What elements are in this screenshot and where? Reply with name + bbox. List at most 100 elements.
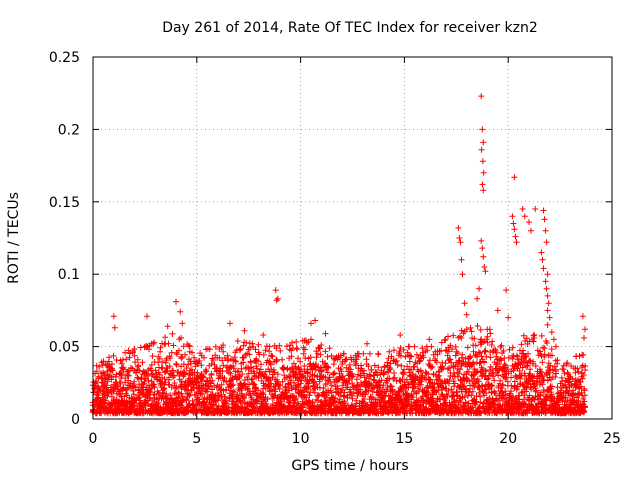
data-point	[273, 376, 280, 383]
data-point	[248, 364, 255, 370]
data-point	[431, 381, 438, 388]
data-point	[578, 383, 584, 390]
data-point	[523, 359, 529, 366]
data-point	[442, 360, 449, 367]
data-point	[564, 359, 571, 366]
data-point	[167, 392, 174, 399]
data-point	[180, 343, 187, 350]
data-point	[289, 364, 296, 371]
data-point	[442, 336, 449, 343]
data-point	[370, 376, 377, 383]
data-point	[386, 364, 393, 371]
data-point	[467, 385, 473, 392]
data-point	[211, 361, 218, 368]
data-point	[484, 376, 490, 383]
data-point	[505, 314, 512, 321]
y-tick-label: 0	[71, 412, 80, 428]
data-point	[514, 353, 521, 360]
data-point	[254, 398, 261, 404]
data-point	[328, 382, 335, 389]
data-point	[574, 365, 581, 372]
data-point	[95, 373, 102, 380]
data-point	[504, 378, 511, 385]
data-point	[552, 368, 559, 375]
data-point	[408, 353, 415, 360]
data-point	[499, 381, 506, 388]
data-point	[539, 359, 546, 366]
data-point	[467, 354, 474, 361]
data-point	[461, 300, 468, 307]
data-point	[320, 385, 327, 392]
y-tick-label: 0.15	[49, 195, 80, 211]
data-point	[537, 368, 544, 375]
data-point	[459, 410, 466, 417]
data-point	[318, 368, 325, 375]
data-point	[511, 174, 518, 181]
data-point	[463, 326, 470, 333]
data-point	[375, 364, 382, 371]
y-tick-label: 0.25	[49, 50, 80, 66]
data-point	[157, 344, 164, 351]
data-point	[546, 369, 553, 376]
data-point	[270, 366, 277, 373]
data-point	[269, 387, 275, 394]
data-point	[262, 347, 269, 354]
data-point	[125, 347, 132, 354]
data-point	[324, 353, 331, 360]
data-point	[186, 343, 193, 350]
data-point	[353, 376, 360, 383]
data-point	[550, 336, 557, 343]
data-point	[277, 394, 284, 401]
data-point	[151, 384, 158, 391]
data-point	[484, 333, 491, 340]
data-point	[209, 386, 215, 393]
data-point	[429, 363, 436, 370]
data-point	[526, 378, 532, 385]
data-point	[416, 358, 423, 365]
data-point	[451, 398, 457, 405]
data-point	[454, 350, 461, 357]
data-point	[579, 375, 586, 382]
data-point	[175, 389, 182, 396]
data-point	[229, 374, 236, 381]
data-point	[518, 341, 525, 348]
data-point	[344, 381, 351, 388]
data-point	[513, 239, 520, 246]
data-point	[241, 395, 248, 402]
data-point	[455, 373, 461, 380]
data-point	[434, 373, 441, 380]
data-point	[318, 367, 325, 374]
data-point	[189, 349, 195, 356]
data-point	[355, 353, 361, 360]
data-point	[301, 346, 308, 353]
data-point	[419, 345, 426, 352]
data-point	[183, 365, 190, 372]
data-point	[475, 349, 482, 356]
data-point	[182, 371, 188, 378]
data-point	[426, 357, 433, 364]
data-point	[448, 386, 455, 393]
data-point	[493, 349, 500, 356]
data-point	[406, 358, 413, 365]
data-point	[428, 343, 435, 350]
data-point	[575, 397, 582, 404]
data-point	[274, 295, 281, 302]
data-point	[312, 317, 319, 324]
data-point	[397, 332, 404, 338]
data-point	[305, 380, 312, 387]
data-point	[526, 219, 532, 226]
data-point	[500, 348, 507, 354]
data-point	[163, 367, 170, 374]
data-point	[519, 364, 526, 371]
data-point	[506, 346, 513, 353]
data-point	[254, 365, 260, 372]
data-point	[289, 385, 295, 392]
data-point	[452, 343, 459, 350]
data-point	[370, 395, 377, 402]
data-point	[388, 353, 395, 360]
data-point	[582, 404, 588, 411]
data-point	[227, 320, 233, 327]
data-point	[120, 364, 127, 371]
data-point	[414, 385, 421, 392]
data-point	[110, 352, 117, 359]
